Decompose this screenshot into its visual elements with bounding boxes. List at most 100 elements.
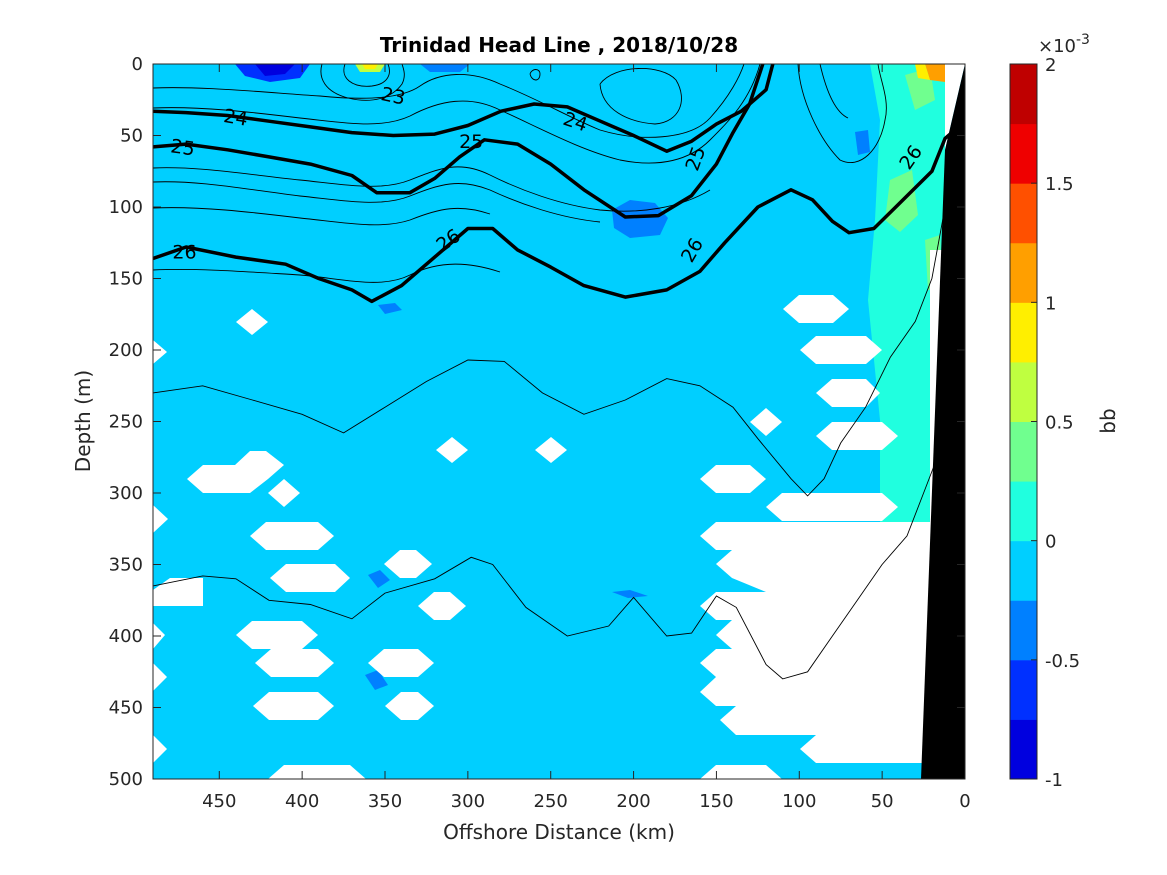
colorbar-exponent-base: ×10 xyxy=(1038,36,1076,57)
missing-data-patch xyxy=(535,437,567,463)
isoline-24 xyxy=(153,64,775,153)
y-tick-label: 100 xyxy=(109,197,143,218)
missing-data-patch xyxy=(783,295,849,323)
missing-data-patch xyxy=(153,340,167,364)
colorbar-swatch xyxy=(1010,481,1037,542)
y-tick-label: 400 xyxy=(109,626,143,647)
isoline-26 xyxy=(153,119,965,304)
missing-data-patch xyxy=(750,408,782,436)
missing-data-patch xyxy=(720,706,930,735)
missing-data-patch xyxy=(253,692,334,720)
seafloor-bathymetry xyxy=(921,64,965,779)
small-low-patch-5 xyxy=(855,130,870,155)
missing-data-patch xyxy=(268,479,300,507)
missing-data-patch xyxy=(816,379,880,407)
missing-data-patch xyxy=(700,765,782,779)
contour-line xyxy=(153,181,601,223)
subsurface-low-patch xyxy=(612,200,668,238)
isoline-25 xyxy=(153,64,765,219)
colorbar-swatch xyxy=(1010,183,1037,244)
y-tick-label: 350 xyxy=(109,555,143,576)
x-tick-label: 200 xyxy=(616,791,650,812)
colorbar-tick-label: -0.5 xyxy=(1045,651,1080,672)
colorbar-tick-label: 1 xyxy=(1045,293,1056,314)
colorbar-swatch xyxy=(1010,242,1037,303)
y-tick-label: 450 xyxy=(109,698,143,719)
contour-label: 25 xyxy=(169,135,196,160)
contour-line xyxy=(153,207,491,226)
missing-data-regions xyxy=(153,64,965,779)
colorbar-tick-label: -1 xyxy=(1045,770,1063,791)
y-tick-label: 0 xyxy=(132,54,143,75)
missing-data-patch xyxy=(268,765,366,779)
missing-data-patch xyxy=(800,735,930,763)
colorbar-exponent-power: -3 xyxy=(1076,32,1090,48)
missing-data-patch xyxy=(700,677,930,706)
missing-data-patch xyxy=(187,451,284,493)
missing-data-patch xyxy=(700,465,766,493)
chart-title: Trinidad Head Line , 2018/10/28 xyxy=(380,33,738,57)
colorbar-swatches xyxy=(1010,64,1037,780)
contour-line xyxy=(320,64,405,101)
thin-isoline xyxy=(153,206,946,497)
missing-data-patch xyxy=(766,493,898,521)
contour-line xyxy=(343,64,390,87)
missing-data-patch xyxy=(716,620,930,649)
y-tick-label: 250 xyxy=(109,412,143,433)
colorbar-tick-label: 2 xyxy=(1045,55,1056,76)
colorbar-swatch xyxy=(1010,123,1037,184)
surface-yellow-patch xyxy=(362,64,378,69)
colorbar-ticks: 2 1.5 1 0.5 0 -0.5 -1 xyxy=(1031,55,1080,791)
missing-data-patch xyxy=(700,592,930,620)
colorbar-exponent: ×10-3 xyxy=(1038,32,1090,57)
nearshore-orange-patch xyxy=(925,64,948,82)
contour-line xyxy=(797,64,887,164)
x-tick-label: 450 xyxy=(202,791,236,812)
surface-low-patch-inner xyxy=(255,64,295,76)
missing-data-patch xyxy=(255,649,334,677)
colorbar-label: bb xyxy=(1096,408,1120,433)
colorbar: 2 1.5 1 0.5 0 -0.5 -1 ×10-3 bb xyxy=(1009,32,1120,791)
colorbar-swatch xyxy=(1010,540,1037,601)
missing-data-patch xyxy=(800,336,882,364)
nearshore-yellow-patch xyxy=(915,64,930,80)
contour-line xyxy=(529,69,541,81)
contour-line xyxy=(153,166,711,212)
missing-data-patch xyxy=(436,437,468,463)
contour-line xyxy=(153,64,745,138)
contour-line xyxy=(153,64,761,164)
x-tick-label: 50 xyxy=(871,791,894,812)
missing-data-patch xyxy=(153,505,168,533)
x-tick-label: 250 xyxy=(534,791,568,812)
contour-label: 23 xyxy=(379,83,407,110)
missing-data-patch xyxy=(236,309,268,335)
secondary-contours xyxy=(153,64,887,283)
contour-line xyxy=(819,64,849,119)
colorbar-swatch xyxy=(1010,659,1037,720)
small-low-patch-2 xyxy=(368,570,390,588)
colorbar-tick-label: 1.5 xyxy=(1045,174,1074,195)
missing-data-patch xyxy=(816,422,898,450)
missing-data-patch xyxy=(368,649,434,677)
contour-label: 25 xyxy=(459,131,483,153)
colorbar-swatch xyxy=(1010,302,1037,363)
missing-data-patch xyxy=(153,735,167,763)
missing-data-patch xyxy=(153,578,203,606)
colorbar-swatch xyxy=(1010,600,1037,661)
x-tick-label: 100 xyxy=(782,791,816,812)
contour-label: 24 xyxy=(222,105,250,131)
y-axis-label: Depth (m) xyxy=(71,370,95,472)
colorbar-tick-label: 0.5 xyxy=(1045,413,1074,434)
x-tick-label: 300 xyxy=(451,791,485,812)
missing-data-patch xyxy=(418,592,466,620)
colorbar-swatch xyxy=(1010,64,1037,125)
x-tick-label: 400 xyxy=(285,791,319,812)
missing-data-patch xyxy=(236,621,318,649)
missing-data-patch xyxy=(700,649,930,677)
x-tick-label: 0 xyxy=(959,791,970,812)
colorbar-swatch xyxy=(1010,361,1037,422)
y-tick-label: 500 xyxy=(109,769,143,790)
colorbar-tick-label: 0 xyxy=(1045,532,1056,553)
